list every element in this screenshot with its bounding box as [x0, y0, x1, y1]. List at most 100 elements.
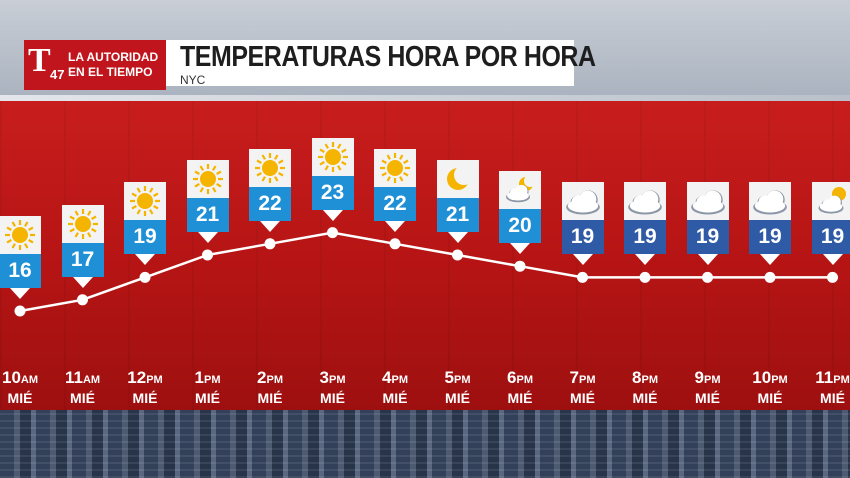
time-label-hour: 3 — [319, 368, 329, 387]
time-label-day: MIÉ — [570, 390, 595, 406]
time-label-hour: 10 — [1, 368, 21, 387]
city-skyline-background — [0, 410, 850, 478]
sun-icon — [311, 137, 354, 176]
pointer-arrow — [10, 288, 30, 299]
sun-icon — [249, 148, 291, 187]
time-label-ampm: PM — [266, 374, 283, 386]
temperature-value: 16 — [0, 254, 41, 288]
time-label: 3PM MIÉ — [301, 368, 365, 406]
sun-icon — [186, 160, 229, 198]
time-label-ampm: PM — [516, 374, 533, 386]
pointer-arrow — [760, 254, 780, 266]
time-label-ampm: AM — [82, 374, 101, 386]
time-label-day: MIÉ — [445, 390, 470, 406]
time-label-ampm: PM — [833, 374, 850, 386]
forecast-chip: 20 — [499, 171, 541, 255]
time-label-hour: 11 — [64, 368, 83, 387]
sun-icon — [61, 204, 104, 243]
temperature-value: 21 — [186, 198, 229, 232]
forecast-chip: 23 — [311, 137, 354, 221]
time-label-day: MIÉ — [132, 390, 158, 406]
time-label: 11PM MIÉ — [801, 368, 850, 406]
partly-cloudy-icon — [811, 182, 850, 221]
forecast-chip: 19 — [561, 182, 604, 266]
time-label-ampm: PM — [203, 374, 221, 386]
time-label-hour: 4 — [382, 368, 392, 387]
sun-icon — [374, 148, 416, 187]
pointer-arrow — [322, 209, 343, 221]
pointer-arrow — [260, 220, 280, 232]
forecast-chip: 19 — [749, 182, 791, 266]
moon-icon — [436, 160, 479, 198]
forecast-chip: 16 — [0, 216, 41, 299]
forecast-chip: 19 — [686, 182, 729, 266]
pointer-arrow — [197, 232, 218, 243]
time-label-day: MIÉ — [632, 390, 658, 406]
time-label-hour: 9 — [694, 368, 704, 387]
time-label-day: MIÉ — [382, 390, 408, 406]
pointer-arrow — [72, 276, 93, 288]
time-label-hour: 11 — [815, 368, 834, 387]
location-subtitle: NYC — [180, 73, 206, 87]
temperature-value: 22 — [374, 186, 416, 221]
temperature-value: 21 — [436, 198, 479, 232]
temperature-value: 19 — [749, 220, 791, 255]
time-label-day: MIÉ — [70, 390, 95, 406]
temperature-value: 17 — [61, 242, 104, 277]
forecast-chip: 21 — [436, 160, 479, 243]
time-label: 8PM MIÉ — [613, 368, 677, 406]
temperature-value: 19 — [811, 220, 850, 255]
cloud-icon — [749, 182, 791, 221]
time-label-hour: 12 — [127, 368, 147, 387]
time-label-ampm: PM — [771, 374, 788, 386]
pointer-arrow — [135, 254, 155, 266]
logo-letter: T — [28, 42, 51, 79]
time-label-hour: 2 — [257, 368, 267, 387]
time-label-ampm: AM — [20, 374, 39, 386]
sun-icon — [0, 216, 41, 254]
time-label-hour: 7 — [569, 368, 579, 387]
time-label: 12PM MIÉ — [113, 368, 177, 406]
time-label: 2PM MIÉ — [238, 368, 302, 406]
time-label-ampm: PM — [703, 374, 721, 386]
pointer-arrow — [385, 220, 405, 232]
time-label-hour: 5 — [444, 368, 454, 387]
time-label-day: MIÉ — [507, 390, 533, 406]
time-label-day: MIÉ — [195, 390, 220, 406]
forecast-chip: 22 — [374, 148, 416, 232]
time-label-day: MIÉ — [320, 390, 345, 406]
temperature-value: 19 — [124, 220, 166, 255]
pointer-arrow — [572, 254, 593, 266]
temperature-value: 23 — [311, 175, 354, 210]
logo-tagline-1: LA AUTORIDAD — [68, 50, 159, 64]
forecast-chip: 22 — [249, 148, 291, 232]
header-bar — [166, 40, 574, 86]
logo-tagline-2: EN EL TIEMPO — [68, 65, 153, 79]
time-label: 10PM MIÉ — [738, 368, 802, 406]
station-logo: T 47 LA AUTORIDAD EN EL TIEMPO — [24, 40, 166, 90]
time-label: 4PM MIÉ — [363, 368, 427, 406]
temperature-value: 19 — [561, 220, 604, 255]
time-label: 10AM MIÉ — [0, 368, 52, 406]
forecast-chip: 21 — [186, 160, 229, 243]
time-label-ampm: PM — [453, 374, 471, 386]
time-label-ampm: PM — [641, 374, 658, 386]
time-label: 7PM MIÉ — [551, 368, 615, 406]
pointer-arrow — [822, 254, 843, 266]
time-label: 9PM MIÉ — [676, 368, 740, 406]
temperature-value: 19 — [624, 220, 666, 255]
time-label-day: MIÉ — [820, 390, 845, 406]
cloud-icon — [561, 182, 604, 221]
time-label-hour: 1 — [194, 368, 204, 387]
temperature-value: 19 — [686, 220, 729, 255]
time-label: 6PM MIÉ — [488, 368, 552, 406]
logo-channel: 47 — [50, 67, 65, 82]
time-label-day: MIÉ — [7, 390, 33, 406]
time-label-ampm: PM — [328, 374, 346, 386]
pointer-arrow — [510, 243, 530, 255]
page-title: TEMPERATURAS HORA POR HORA — [180, 41, 596, 73]
time-label-day: MIÉ — [695, 390, 720, 406]
cloud-icon — [686, 182, 729, 221]
time-label-day: MIÉ — [757, 390, 783, 406]
forecast-chip: 17 — [61, 204, 104, 288]
